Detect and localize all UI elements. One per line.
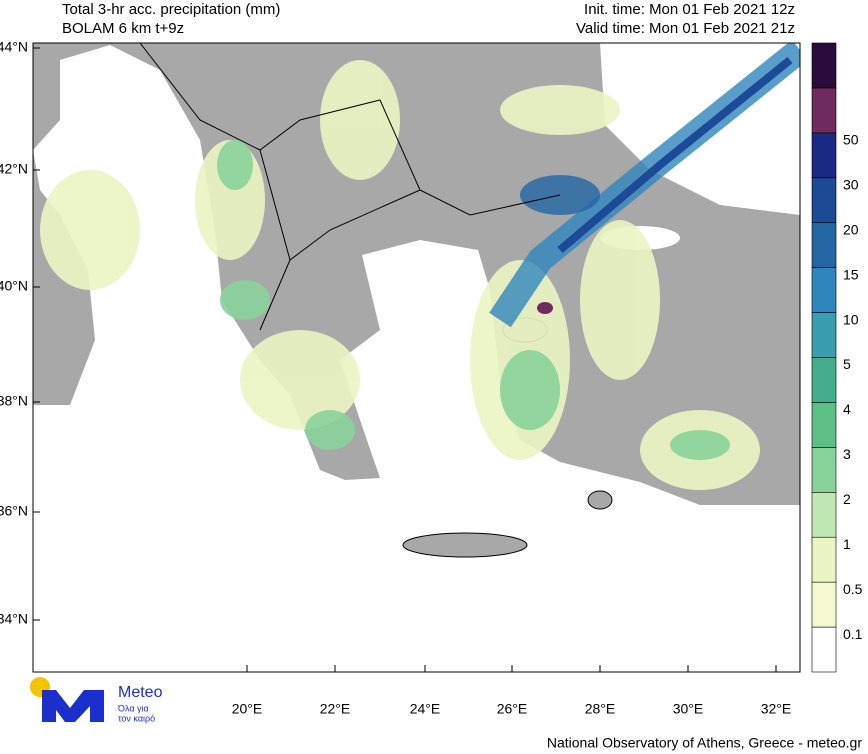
lon-label: 26°E bbox=[497, 701, 528, 717]
precipitation-core bbox=[557, 56, 793, 254]
colorbar-bin bbox=[811, 357, 837, 403]
logo-name: Meteo bbox=[118, 684, 163, 701]
colorbar-bin bbox=[811, 491, 837, 538]
logo-tagline: Όλα για bbox=[117, 703, 149, 713]
colorbar-bin bbox=[811, 536, 837, 583]
lat-label: 40°N bbox=[0, 278, 28, 294]
lon-label: 30°E bbox=[673, 701, 704, 717]
colorbar-bin bbox=[811, 42, 837, 89]
lat-label: 36°N bbox=[0, 503, 28, 519]
colorbar-bin bbox=[811, 222, 837, 268]
colorbar-bin bbox=[811, 447, 837, 493]
colorbar-label: 50 bbox=[843, 132, 859, 148]
logo-mark bbox=[42, 690, 104, 722]
colorbar-label: 1 bbox=[843, 536, 851, 552]
colorbar-label: 15 bbox=[843, 266, 859, 282]
colorbar-bin bbox=[811, 177, 837, 224]
colorbar-label: 3 bbox=[843, 446, 851, 462]
lat-label: 42°N bbox=[0, 161, 28, 177]
colorbar-bin bbox=[811, 87, 837, 134]
init-time: Init. time: Mon 01 Feb 2021 12z bbox=[584, 1, 795, 18]
colorbar-bin bbox=[811, 581, 837, 628]
map-frame bbox=[32, 42, 801, 673]
colorbar-label: 4 bbox=[843, 401, 851, 417]
colorbar-bin bbox=[811, 312, 837, 358]
model-label: BOLAM 6 km t+9z bbox=[62, 20, 184, 37]
colorbar-label: 0.5 bbox=[843, 581, 863, 597]
colorbar-label: 20 bbox=[843, 221, 859, 237]
colorbar-label: 5 bbox=[843, 356, 851, 372]
map-area bbox=[33, 43, 800, 672]
colorbar-label: 10 bbox=[843, 311, 859, 327]
axes: 44°N 42°N 40°N 38°N 36°N 34°N 20°E 22°E 24°E 26°E… bbox=[0, 39, 791, 717]
colorbar-bin bbox=[811, 132, 837, 179]
precipitation-moderate bbox=[217, 140, 730, 460]
borders bbox=[139, 43, 561, 331]
lat-label: 44°N bbox=[0, 39, 28, 55]
sea bbox=[33, 45, 800, 672]
lat-label: 38°N bbox=[0, 393, 28, 409]
lon-label: 32°E bbox=[761, 701, 792, 717]
valid-time: Valid time: Mon 01 Feb 2021 21z bbox=[576, 20, 795, 37]
precipitation-peak bbox=[537, 302, 553, 314]
logo-tagline: τον καιρό bbox=[118, 713, 155, 723]
rhodes bbox=[587, 490, 613, 510]
colorbar-label: 30 bbox=[843, 176, 859, 192]
lon-label: 24°E bbox=[410, 701, 441, 717]
colorbar: 0.1 0.5 1 2 3 4 5 10 15 20 30 50 bbox=[811, 42, 863, 673]
colorbar-bin bbox=[811, 402, 837, 448]
crete bbox=[402, 532, 528, 558]
colorbar-label: 2 bbox=[843, 491, 851, 507]
colorbar-bin bbox=[811, 267, 837, 313]
lon-label: 28°E bbox=[585, 701, 616, 717]
title: Total 3-hr acc. precipitation (mm) bbox=[62, 1, 280, 18]
lon-label: 22°E bbox=[320, 701, 351, 717]
colorbar-bin bbox=[811, 626, 837, 673]
colorbar-label: 0.1 bbox=[843, 626, 863, 642]
footer: National Observatory of Athens, Greece -… bbox=[547, 735, 862, 751]
lon-label: 20°E bbox=[232, 701, 263, 717]
lat-label: 34°N bbox=[0, 611, 28, 627]
